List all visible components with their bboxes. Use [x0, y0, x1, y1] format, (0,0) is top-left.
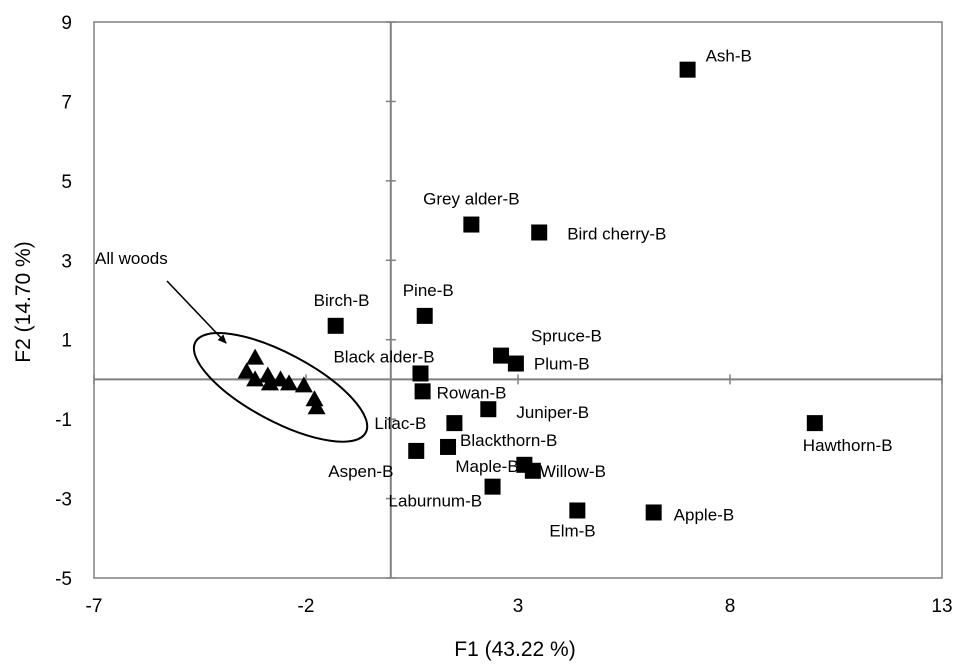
data-point-label: Aspen-B — [328, 462, 393, 481]
data-point-square — [679, 61, 696, 78]
data-point-triangle — [258, 366, 277, 383]
x-tick-label: -2 — [298, 596, 315, 617]
data-point-square — [645, 504, 662, 521]
data-point-label: Blackthorn-B — [460, 431, 557, 450]
all-woods-label: All woods — [95, 249, 168, 268]
data-point-label: Ash-B — [706, 47, 752, 66]
data-point-label: Apple-B — [674, 505, 734, 524]
data-point-square — [440, 438, 457, 455]
data-point-square — [463, 216, 480, 233]
data-point-label: Lilac-B — [374, 414, 426, 433]
data-point-square — [414, 383, 431, 400]
data-point-label: Laburnum-B — [389, 492, 483, 511]
x-tick-label: -7 — [86, 596, 103, 617]
data-point-label: Pine-B — [403, 281, 454, 300]
data-point-triangle — [280, 374, 299, 391]
data-point-square — [480, 401, 497, 418]
data-point-square — [531, 224, 548, 241]
y-axis-title: F2 (14.70 %) — [12, 241, 35, 362]
y-tick-label: 3 — [61, 251, 72, 272]
data-point-square — [507, 355, 524, 372]
data-point-label: Black alder-B — [333, 347, 434, 366]
data-point-square — [493, 347, 510, 364]
data-point-label: Birch-B — [314, 291, 370, 310]
data-point-label: Hawthorn-B — [803, 436, 893, 455]
data-point-label: Bird cherry-B — [567, 224, 666, 243]
data-point-label: Juniper-B — [516, 403, 589, 422]
y-tick-label: 9 — [61, 13, 72, 34]
data-point-square — [569, 502, 586, 519]
data-point-square — [412, 365, 429, 382]
data-point-square — [408, 442, 425, 459]
data-point-square — [484, 478, 501, 495]
y-tick-label: -3 — [55, 490, 72, 511]
data-point-triangle — [246, 348, 265, 365]
data-point-square — [524, 462, 541, 479]
data-point-triangle — [305, 390, 324, 407]
data-point-label: Willow-B — [540, 462, 606, 481]
data-point-triangle — [237, 362, 256, 379]
data-point-label: Rowan-B — [437, 383, 507, 402]
all-woods-ellipse — [192, 332, 369, 443]
all-woods-arrow — [166, 280, 227, 344]
data-point-label: Maple-B — [455, 457, 518, 476]
data-point-square — [446, 415, 463, 432]
plot-frame — [93, 21, 943, 579]
data-point-square — [327, 317, 344, 334]
y-tick-label: 1 — [61, 331, 72, 352]
x-tick-label: 13 — [931, 596, 952, 617]
data-point-label: Grey alder-B — [423, 190, 519, 209]
x-tick-label: 3 — [513, 596, 524, 617]
data-point-square — [806, 415, 823, 432]
y-tick-label: -5 — [55, 569, 72, 590]
data-point-label: Spruce-B — [531, 327, 602, 346]
data-point-triangle — [307, 398, 326, 415]
x-tick-label: 8 — [725, 596, 736, 617]
x-axis-title: F1 (43.22 %) — [454, 638, 575, 661]
data-point-label: Elm-B — [549, 521, 595, 540]
data-point-triangle — [294, 376, 313, 393]
y-tick-label: -1 — [55, 410, 72, 431]
data-point-label: Plum-B — [534, 355, 590, 374]
y-tick-label: 5 — [61, 172, 72, 193]
data-point-square — [416, 307, 433, 324]
data-point-triangle — [260, 374, 279, 391]
y-tick-label: 7 — [61, 92, 72, 113]
